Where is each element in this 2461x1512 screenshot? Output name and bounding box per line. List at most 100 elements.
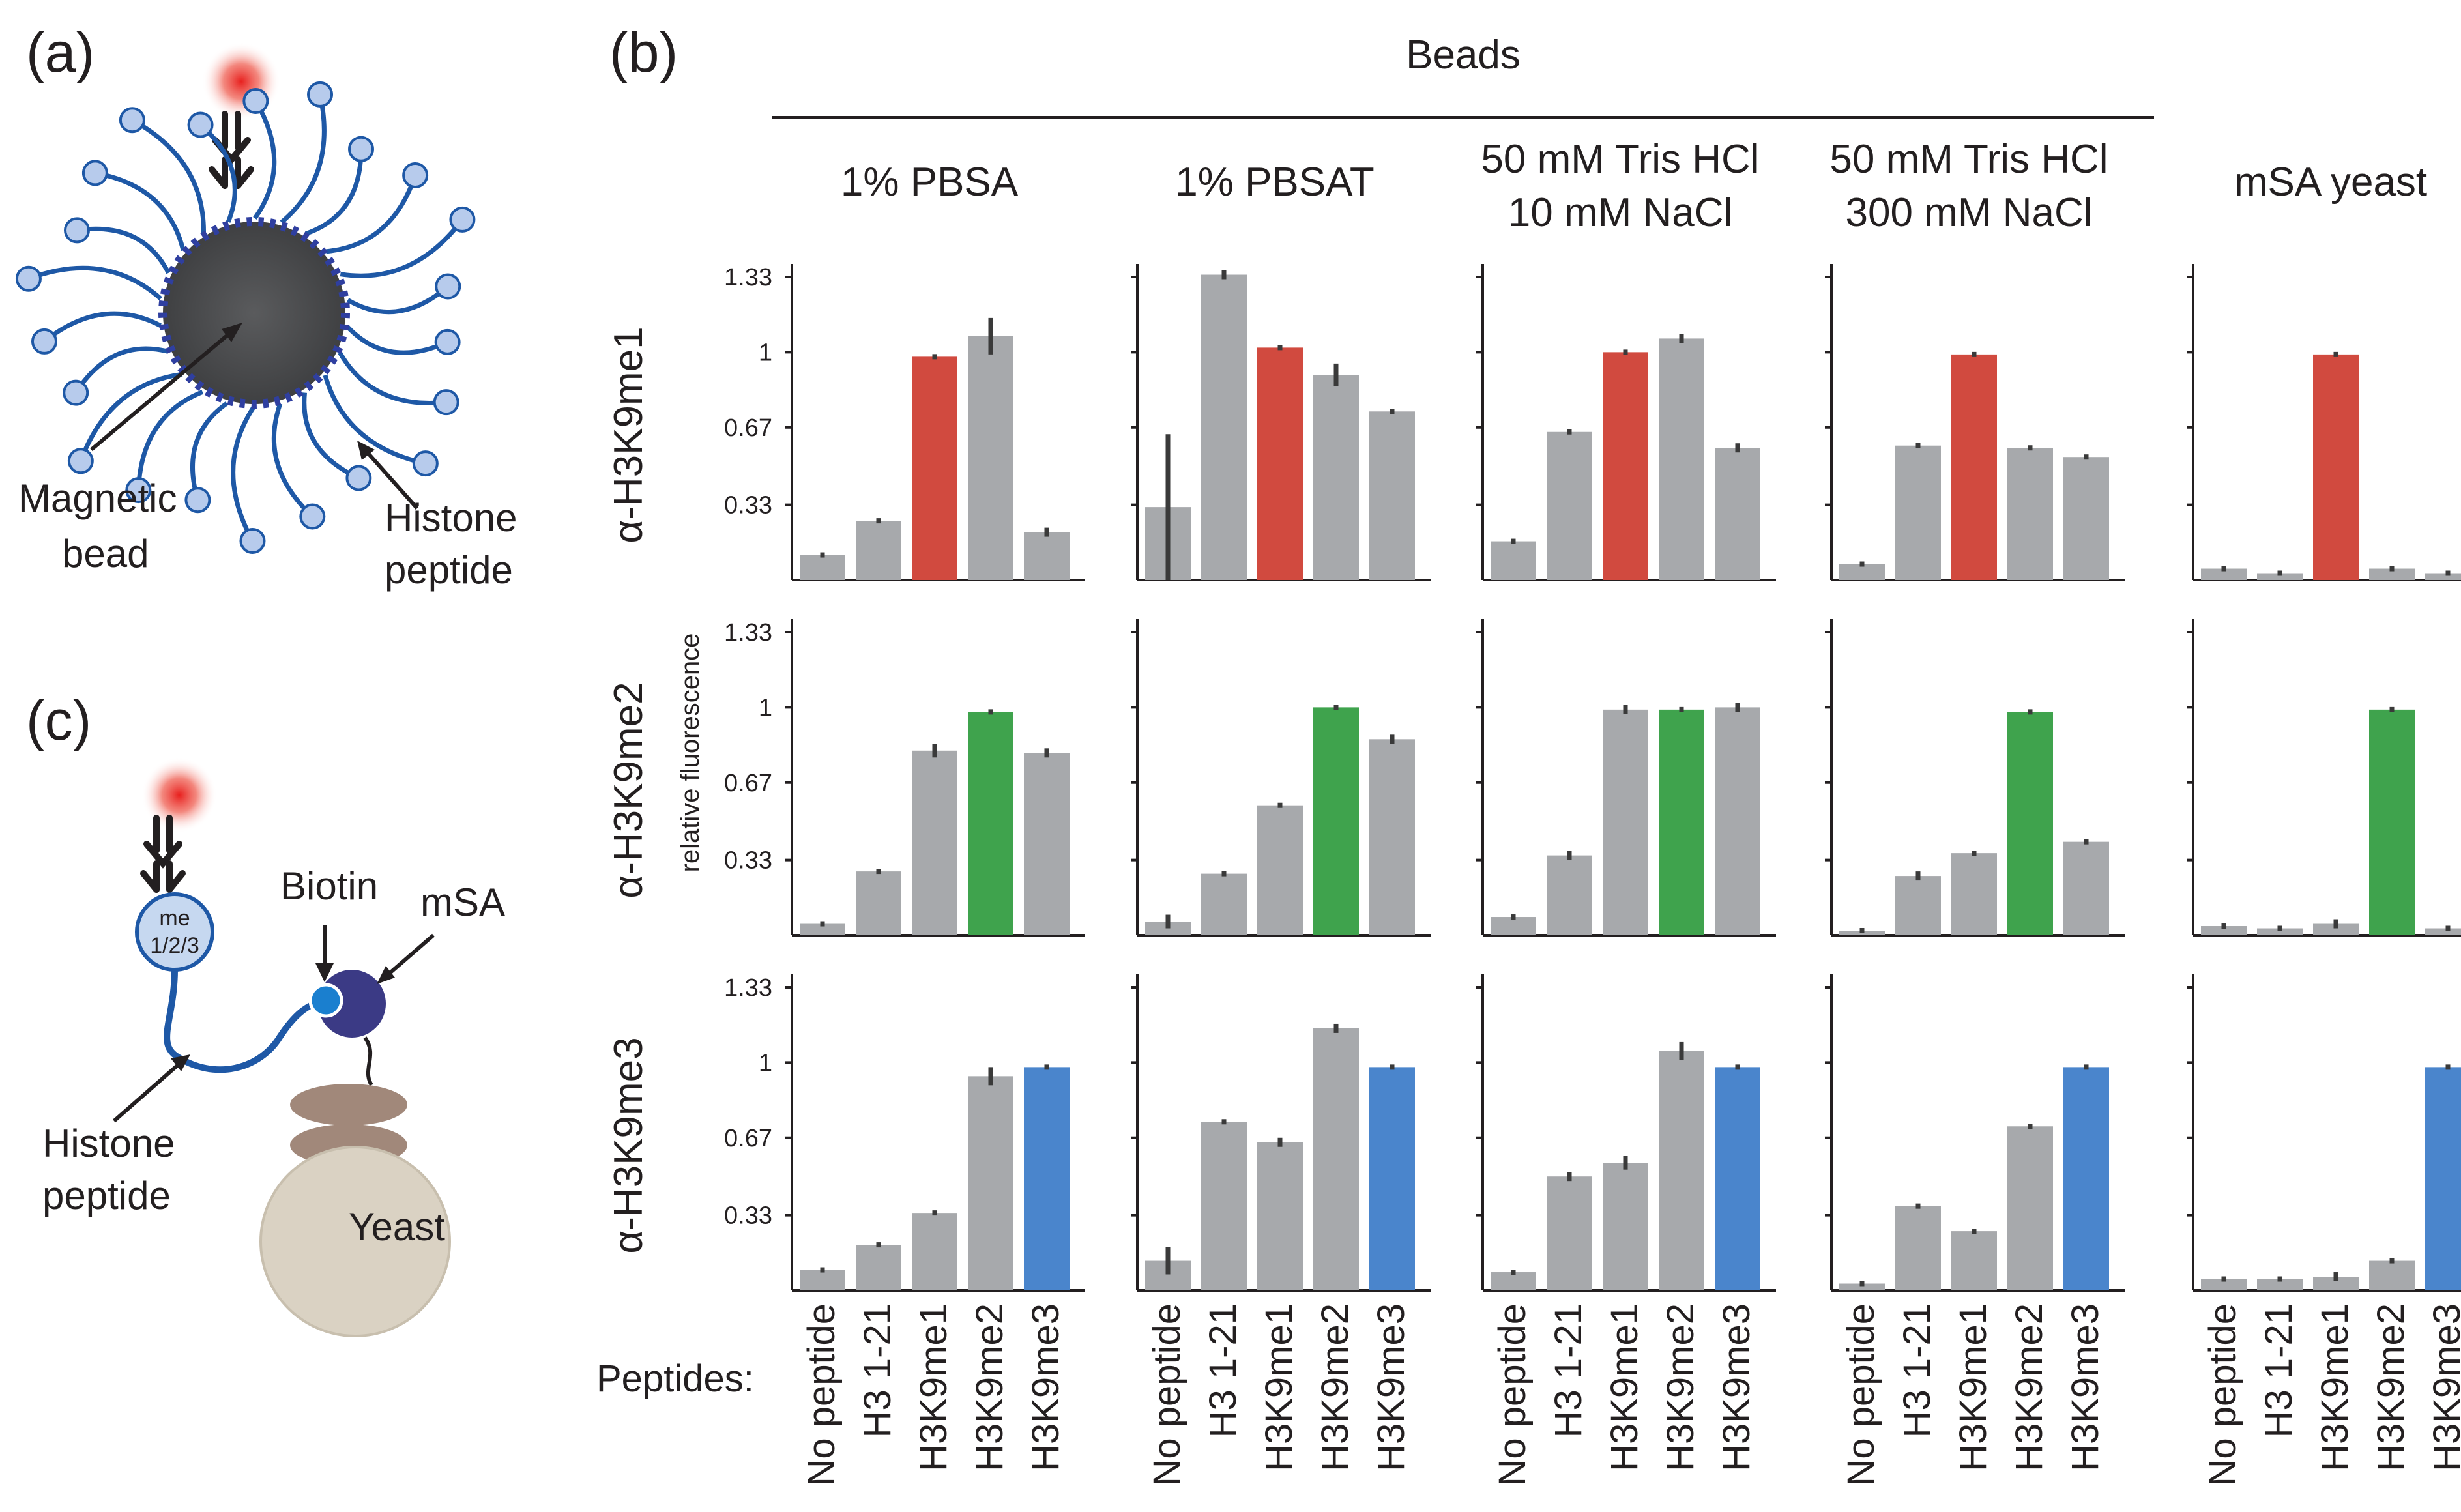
- methyl-mark-label: me: [159, 906, 190, 931]
- condition-subplot: [1131, 619, 1431, 937]
- condition-subplot: [1825, 619, 2125, 937]
- bar-h3k9me1: [1257, 805, 1303, 935]
- peptide-tether: [280, 94, 327, 224]
- bar-h3k9me2: [2369, 1260, 2415, 1290]
- x-tick-label: H3K9me1: [1258, 1303, 1300, 1472]
- bar-h3-1-21: [1547, 855, 1592, 935]
- peptide-tether: [27, 265, 162, 300]
- x-tick-label: H3K9me3: [1370, 1303, 1412, 1472]
- bar-h3-1-21: [1201, 274, 1247, 580]
- bar-h3k9me3: [2425, 1067, 2461, 1290]
- peptide-tether: [338, 351, 447, 405]
- condition-subplot: [1476, 264, 1776, 581]
- magnetic-bead-label-line1: Magnetic: [18, 476, 177, 520]
- bar-h3k9me1: [1951, 354, 1997, 580]
- peptide-tether: [305, 149, 364, 236]
- bar-h3-1-21: [1201, 873, 1247, 935]
- peptide-bead-icon: [125, 477, 152, 504]
- bar-h3k9me1: [1257, 1142, 1303, 1290]
- bar-h3k9me2: [2007, 1126, 2053, 1290]
- bar-h3k9me2: [1659, 709, 1704, 935]
- bar-h3k9me3: [1715, 448, 1760, 580]
- x-tick-label: H3K9me2: [2008, 1303, 2050, 1472]
- bar-h3k9me3: [1024, 753, 1070, 935]
- peptide-bead-icon: [31, 328, 57, 355]
- peptide-tether: [136, 390, 204, 491]
- bar-h3-1-21: [856, 521, 901, 580]
- peptide-tether: [190, 401, 229, 501]
- bar-h3k9me1: [912, 1213, 957, 1290]
- peptide-tether: [74, 346, 169, 394]
- peptide-pointer-arrowhead-c: [171, 1054, 190, 1071]
- peptide-tether: [199, 123, 237, 223]
- antibody-row-label: α-H3K9me3: [606, 1037, 651, 1253]
- bar-h3k9me3: [1369, 739, 1415, 935]
- bar-h3-1-21: [1547, 1176, 1592, 1290]
- peptide-tether: [253, 100, 277, 220]
- condition-subplot: 1.33 1 0.67 0.33: [724, 619, 1085, 937]
- bar-no-peptide: [1839, 564, 1885, 580]
- bar-h3k9me2: [968, 1076, 1013, 1290]
- peptide-bead-icon: [299, 503, 326, 530]
- x-tick-label: H3 1-21: [1547, 1303, 1590, 1438]
- bar-h3k9me1: [912, 356, 957, 580]
- peptide-bead-icon: [402, 162, 429, 188]
- peptide-tether: [42, 311, 162, 343]
- peptide-bead-icon: [434, 328, 461, 355]
- bar-h3k9me2: [968, 336, 1013, 580]
- x-tick-label: H3K9me2: [2370, 1303, 2412, 1472]
- bar-h3k9me3: [1715, 1067, 1760, 1290]
- biotin-pointer-arrowhead: [315, 963, 334, 982]
- panel-b: (b) Beads relative fluorescence Peptides…: [596, 22, 2461, 1487]
- condition-subplot: 1.33 1 0.67 0.33: [724, 264, 1085, 581]
- bar-h3-1-21: [2257, 573, 2303, 580]
- x-tick-label: No peptide: [2202, 1303, 2244, 1487]
- bar-h3k9me1: [1257, 347, 1303, 580]
- peptide-bead-icon: [64, 217, 91, 244]
- bar-h3k9me3: [1369, 411, 1415, 580]
- bar-chart-grid: 1% PBSA 1% PBSAT 50 mM Tris HCl 10 mM NaCl 5…: [606, 137, 2461, 1487]
- peptide-tether: [345, 325, 449, 355]
- peptide-tether: [95, 170, 186, 252]
- condition-subplot: [1131, 264, 1431, 581]
- peptide-bead-icon: [242, 88, 269, 115]
- bar-no-peptide: [800, 1270, 845, 1290]
- peptide-bead-icon: [307, 81, 334, 108]
- bar-h3k9me2: [968, 712, 1013, 935]
- x-tick-label: H3K9me3: [1715, 1303, 1758, 1472]
- bar-h3k9me1: [912, 750, 957, 935]
- bar-h3k9me2: [1313, 375, 1359, 580]
- bar-h3k9me3: [1024, 1067, 1070, 1290]
- bar-h3-1-21: [1547, 431, 1592, 580]
- x-tick-label: H3K9me3: [1025, 1303, 1067, 1472]
- bar-h3k9me1: [1603, 352, 1648, 580]
- yeast-cell-icon: [259, 1146, 451, 1337]
- peptide-tether: [346, 284, 450, 315]
- condition-subplot: No peptide H3 1-21 H3K9me1 H3K9me2 H3K9me3: [1476, 974, 1776, 1487]
- peptide-tether: [340, 218, 465, 278]
- bar-h3k9me2: [1313, 1028, 1359, 1290]
- panel-c-label: (c): [26, 690, 91, 752]
- msa-pointer-arrow: [383, 933, 435, 980]
- x-tick-label: No peptide: [1840, 1303, 1882, 1487]
- bar-h3k9me3: [2063, 841, 2109, 935]
- peptide-bead-icon: [184, 487, 211, 514]
- peptide-bead-icon: [239, 527, 266, 554]
- bead-pointer-arrowhead: [222, 323, 242, 342]
- x-tick-label: No peptide: [1491, 1303, 1534, 1487]
- y-tick-label: 1.33: [724, 974, 772, 1002]
- peptide-tether: [78, 371, 183, 462]
- bar-h3k9me1: [1603, 709, 1648, 935]
- y-tick-label: 0.67: [724, 414, 772, 442]
- x-tick-label: H3 1-21: [1896, 1303, 1938, 1438]
- peptides-axis-label: Peptides:: [596, 1358, 754, 1400]
- y-tick-label: 1.33: [724, 264, 772, 291]
- condition-title: 1% PBSA: [841, 160, 1019, 205]
- condition-title: 50 mM Tris HCl: [1829, 137, 2108, 182]
- x-tick-label: H3K9me2: [968, 1303, 1011, 1472]
- bar-h3k9me3: [1715, 707, 1760, 935]
- bar-h3k9me2: [1313, 707, 1359, 935]
- bar-h3k9me3: [1369, 1067, 1415, 1290]
- condition-title: 1% PBSAT: [1175, 160, 1375, 205]
